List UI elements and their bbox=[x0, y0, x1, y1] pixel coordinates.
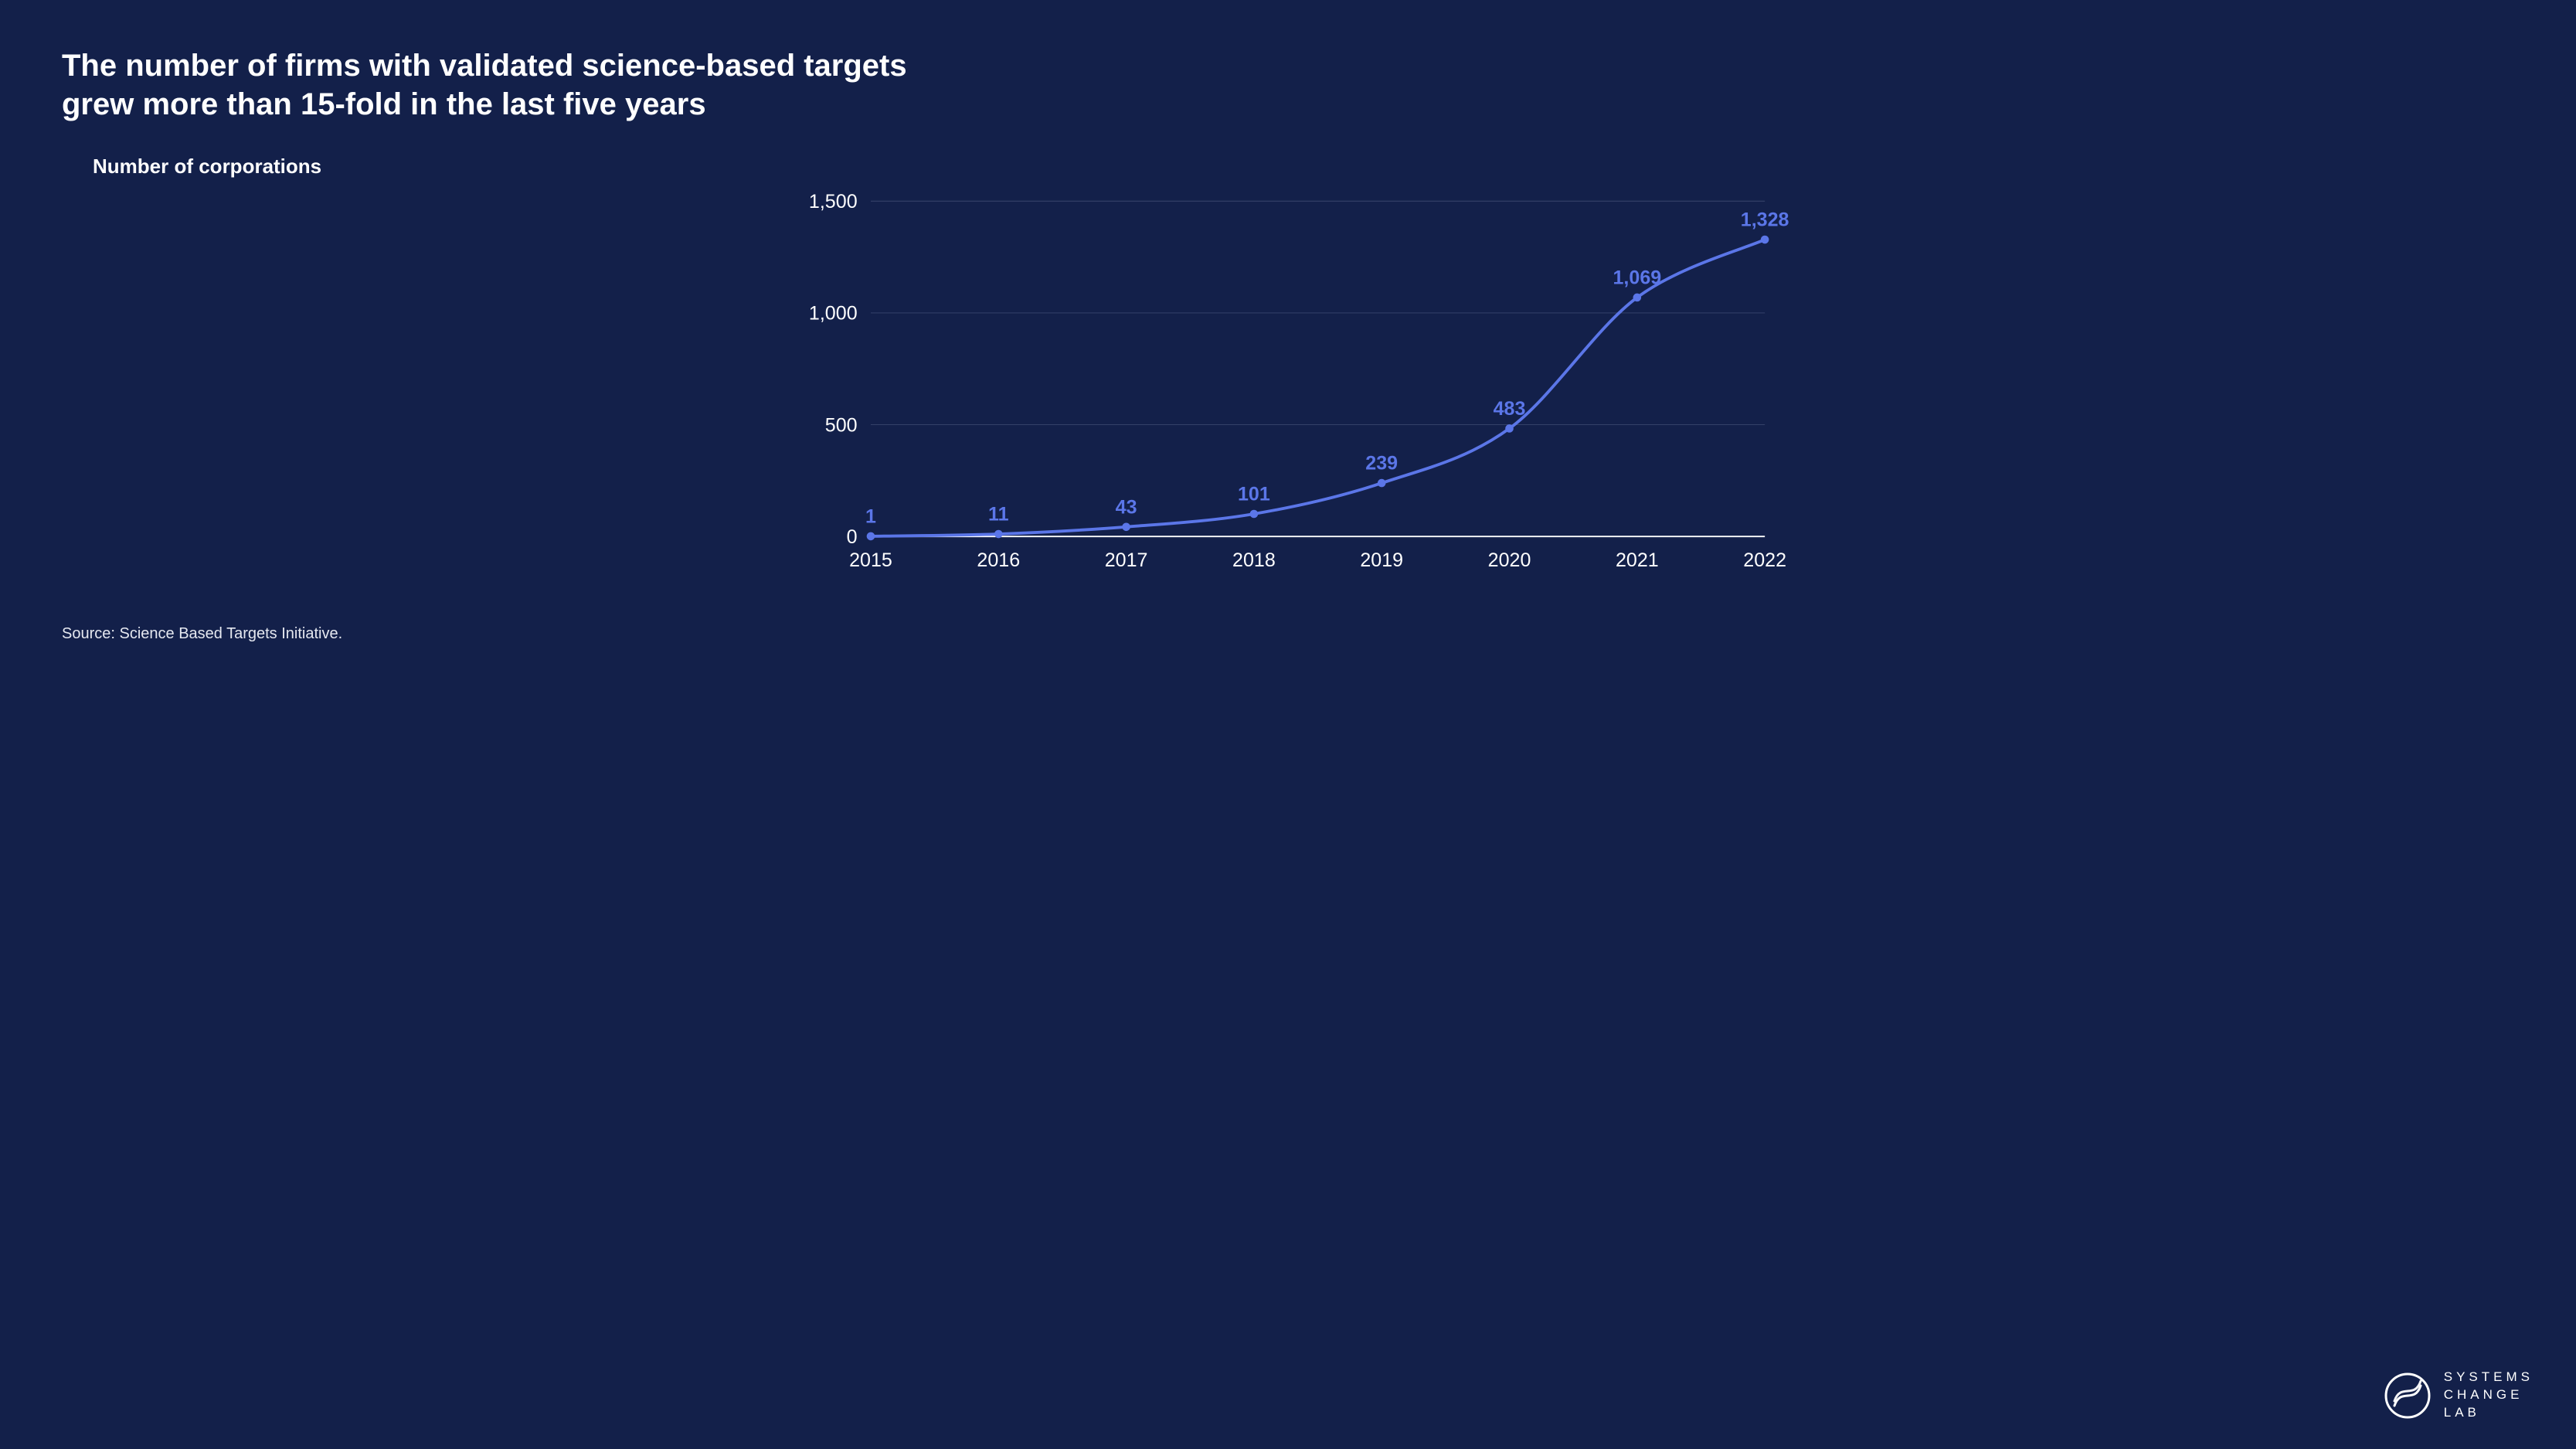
data-label: 1,328 bbox=[1741, 209, 1789, 231]
data-point bbox=[1633, 294, 1641, 301]
data-label: 11 bbox=[988, 504, 1009, 526]
chart-area: 0 500 1,000 1,500 2015 2016 2017 2018 2019 2020 20… bbox=[62, 186, 2514, 604]
data-label: 239 bbox=[1365, 453, 1398, 474]
logo-line1: SYSTEMS bbox=[2444, 1369, 2534, 1386]
logo-icon bbox=[2384, 1372, 2432, 1420]
brand-logo: SYSTEMS CHANGE LAB bbox=[2384, 1369, 2534, 1422]
x-tick-label: 2022 bbox=[1743, 549, 1786, 571]
y-tick-label: 0 bbox=[847, 526, 858, 548]
data-label: 483 bbox=[1494, 398, 1526, 420]
data-point bbox=[1761, 236, 1769, 243]
y-tick-label: 1,500 bbox=[809, 191, 858, 213]
data-label: 101 bbox=[1238, 484, 1270, 505]
line-chart-svg: 0 500 1,000 1,500 2015 2016 2017 2018 2019 2020 20… bbox=[62, 186, 2514, 604]
data-point bbox=[1123, 523, 1130, 531]
x-tick-label: 2020 bbox=[1488, 549, 1531, 571]
logo-line3: LAB bbox=[2444, 1404, 2534, 1422]
source-note: Source: Science Based Targets Initiative… bbox=[62, 625, 2514, 643]
y-tick-label: 500 bbox=[825, 414, 858, 436]
chart-title: The number of firms with validated scien… bbox=[62, 46, 912, 124]
data-label: 1 bbox=[865, 506, 876, 528]
y-tick-label: 1,000 bbox=[809, 303, 858, 325]
data-point bbox=[1506, 425, 1514, 433]
y-axis-label: Number of corporations bbox=[93, 155, 2514, 179]
x-tick-label: 2018 bbox=[1232, 549, 1276, 571]
data-point bbox=[994, 530, 1002, 538]
data-label: 1,069 bbox=[1613, 267, 1661, 289]
data-label: 43 bbox=[1116, 496, 1137, 518]
x-tick-label: 2015 bbox=[849, 549, 892, 571]
x-tick-label: 2021 bbox=[1616, 549, 1659, 571]
data-point bbox=[867, 532, 875, 540]
x-tick-label: 2017 bbox=[1105, 549, 1148, 571]
logo-line2: CHANGE bbox=[2444, 1386, 2534, 1404]
x-tick-label: 2019 bbox=[1360, 549, 1403, 571]
data-point bbox=[1378, 479, 1385, 487]
x-tick-label: 2016 bbox=[977, 549, 1020, 571]
logo-text: SYSTEMS CHANGE LAB bbox=[2444, 1369, 2534, 1422]
data-point bbox=[1250, 510, 1258, 518]
chart-container: The number of firms with validated scien… bbox=[0, 0, 2576, 1449]
